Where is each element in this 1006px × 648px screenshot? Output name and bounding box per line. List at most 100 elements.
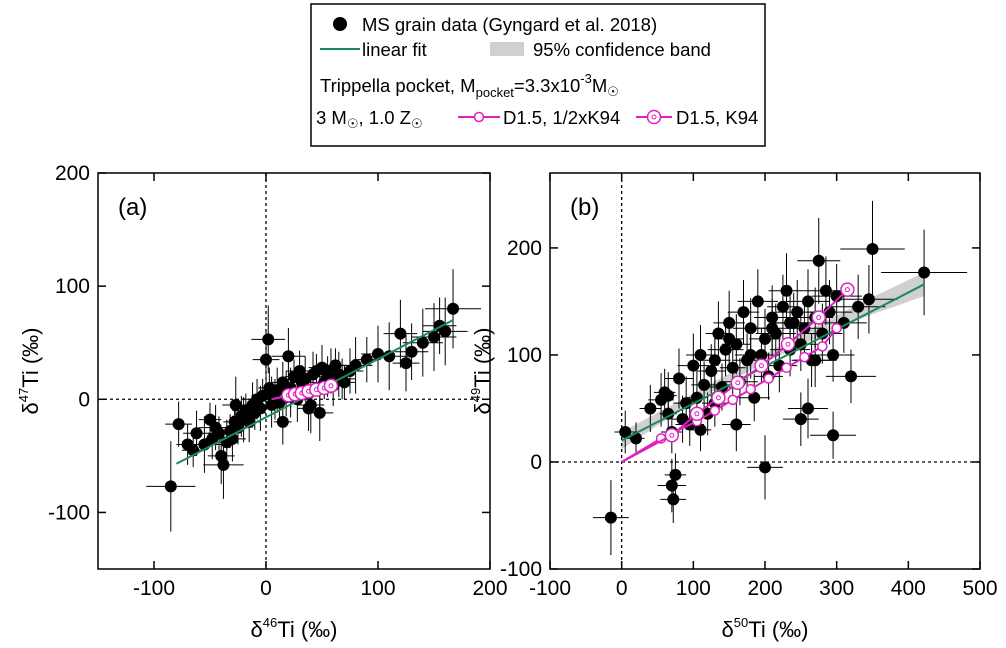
grain-point: [780, 284, 793, 297]
grain-point: [172, 418, 185, 431]
legend: MS grain data (Gyngard et al. 2018) line…: [310, 3, 766, 147]
model-marker-dot: [785, 341, 791, 347]
model-marker: [709, 405, 721, 416]
grain-point: [712, 327, 725, 340]
y-axis-label-rest: Ti (‰): [18, 328, 43, 388]
x-axis-label-rest: Ti (‰): [748, 617, 808, 642]
grain-point: [802, 295, 814, 308]
model-marker-dot: [758, 363, 764, 369]
pocket-unit: M: [592, 75, 607, 96]
grain-point: [405, 345, 418, 358]
grain-point: [845, 370, 857, 383]
grain-point: [400, 357, 412, 370]
pocket-sub: pocket: [476, 85, 515, 100]
y-tick-label: 100: [507, 344, 542, 367]
grain-point: [313, 406, 326, 419]
grain-point: [802, 402, 814, 415]
grain-point: [260, 353, 272, 366]
y-tick-label: 200: [507, 237, 542, 260]
y-tick-label: -100: [500, 558, 542, 581]
grain-point: [819, 284, 832, 297]
y-axis-label-sup: 49: [468, 388, 483, 402]
x-tick-label: 0: [260, 577, 272, 600]
grain-point: [428, 331, 440, 344]
grain-point: [619, 426, 632, 439]
grain-point: [687, 359, 700, 372]
grain-point: [215, 449, 228, 462]
grain-point: [798, 322, 811, 335]
grain-point: [694, 423, 707, 436]
grain-point: [812, 254, 825, 267]
grain-point: [830, 290, 843, 303]
y-axis-label: δ49Ti (‰): [468, 328, 495, 415]
grain-point: [827, 348, 840, 361]
grain-point: [759, 461, 771, 474]
model-marker: [831, 322, 842, 334]
x-axis-label: δ50Ti (‰): [722, 615, 809, 642]
grain-point: [918, 266, 931, 279]
grain-point: [644, 402, 657, 415]
legend-grain-marker: [333, 17, 347, 31]
legend-model2-label: D1.5, K94: [676, 107, 758, 128]
x-tick-label: -100: [133, 577, 175, 600]
grain-point: [273, 396, 286, 409]
grain-point: [439, 325, 452, 338]
mass-sun: ☉: [347, 116, 359, 131]
legend-frame: [310, 3, 766, 147]
grain-point: [394, 327, 407, 340]
grain-point: [794, 413, 807, 426]
grain-point: [719, 343, 732, 356]
grain-point: [694, 348, 707, 361]
legend-model1-marker: [473, 111, 485, 123]
grain-point: [759, 332, 771, 345]
grain-point: [748, 391, 761, 404]
grain-point: [744, 348, 757, 361]
grain-point: [662, 389, 675, 402]
legend-fit-label: linear fit: [362, 39, 427, 60]
confidence-band: [621, 272, 925, 450]
grain-point: [254, 402, 267, 415]
x-axis-label: δ46Ti (‰): [251, 615, 338, 642]
z-sun: ☉: [411, 116, 423, 131]
y-axis-label: δ47Ti (‰): [16, 328, 43, 415]
legend-model2-marker-dot: [651, 114, 657, 120]
mass-label: 3 M: [316, 107, 347, 128]
x-axis-label-symbol: δ: [251, 617, 263, 642]
grain-point: [723, 332, 736, 345]
grain-point: [262, 333, 275, 346]
model-marker-dot: [694, 411, 700, 417]
grain-point: [852, 300, 865, 313]
grain-point: [755, 348, 768, 361]
pocket-mid: =3.3x10: [514, 75, 580, 96]
grain-point: [673, 372, 685, 385]
plot-area: [550, 173, 980, 569]
grain-point: [447, 302, 460, 315]
linear-fit-line: [621, 283, 925, 442]
legend-pocket-label: Trippella pocket, Mpocket=3.3x10-3M☉: [320, 71, 619, 100]
x-tick-label: 300: [819, 577, 854, 600]
grain-point: [784, 316, 797, 329]
x-axis-label-sup: 50: [734, 615, 748, 630]
model-marker: [763, 373, 774, 384]
x-axis-label-sup: 46: [263, 615, 277, 630]
grain-point: [329, 359, 342, 372]
grain-point: [604, 511, 617, 524]
x-axis-label-rest: Ti (‰): [277, 617, 337, 642]
legend-band-swatch: [490, 42, 524, 56]
grain-point: [282, 350, 295, 363]
model-marker: [727, 394, 738, 406]
grain-point: [809, 354, 822, 367]
model-marker-dot: [669, 432, 675, 438]
x-tick-label: 100: [360, 577, 395, 600]
x-tick-label: 200: [747, 577, 782, 600]
model-marker: [799, 351, 810, 363]
y-tick-label: 0: [78, 388, 90, 411]
grain-point: [416, 336, 429, 349]
grain-point: [662, 407, 675, 420]
grain-point: [766, 311, 779, 324]
grain-point: [276, 415, 289, 428]
grain-point: [164, 480, 177, 493]
y-tick-label: 0: [530, 451, 542, 474]
